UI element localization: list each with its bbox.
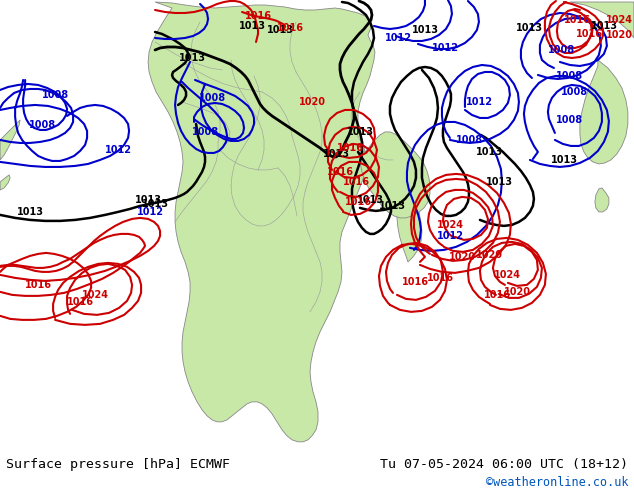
Text: 1012: 1012 [384, 33, 411, 43]
Text: Surface pressure [hPa] ECMWF: Surface pressure [hPa] ECMWF [6, 458, 230, 471]
Text: 1024: 1024 [495, 270, 521, 280]
Text: 1013: 1013 [266, 25, 294, 35]
Text: 1016: 1016 [25, 280, 51, 290]
Text: 1024: 1024 [82, 290, 108, 300]
Polygon shape [360, 132, 430, 218]
Text: 1016: 1016 [245, 11, 271, 21]
Polygon shape [148, 2, 375, 442]
Polygon shape [397, 185, 422, 262]
Text: 1012: 1012 [467, 97, 493, 107]
Text: 1016: 1016 [576, 29, 604, 39]
Polygon shape [0, 175, 10, 190]
Text: 1016: 1016 [337, 143, 363, 153]
Text: 1016: 1016 [484, 290, 512, 300]
Text: 1012: 1012 [105, 145, 132, 155]
Text: 1008: 1008 [557, 115, 583, 125]
Text: 1008: 1008 [29, 120, 56, 130]
Text: 1013: 1013 [16, 207, 44, 217]
Text: ©weatheronline.co.uk: ©weatheronline.co.uk [486, 476, 628, 489]
Polygon shape [0, 120, 20, 160]
Text: 1016: 1016 [564, 15, 592, 25]
Text: 1013: 1013 [378, 201, 406, 211]
Text: 1013: 1013 [141, 199, 169, 209]
Text: 1013: 1013 [179, 53, 205, 63]
Text: 1016: 1016 [342, 177, 370, 187]
Text: 1013: 1013 [517, 23, 543, 33]
Text: 1013: 1013 [592, 21, 618, 31]
Text: 1020: 1020 [606, 30, 633, 40]
Text: 1020: 1020 [299, 97, 325, 107]
Text: 1016: 1016 [427, 273, 453, 283]
Text: Tu 07-05-2024 06:00 UTC (18+12): Tu 07-05-2024 06:00 UTC (18+12) [380, 458, 628, 471]
Text: 1008: 1008 [548, 45, 576, 55]
Text: 1012: 1012 [136, 207, 164, 217]
Text: 1024: 1024 [606, 15, 633, 25]
Polygon shape [595, 188, 609, 212]
Text: 1008: 1008 [42, 90, 68, 100]
Text: 1013: 1013 [347, 127, 373, 137]
Text: 1012: 1012 [436, 231, 463, 241]
Text: 1013: 1013 [356, 195, 384, 205]
Text: 1013: 1013 [552, 155, 578, 165]
Text: 1020: 1020 [476, 250, 503, 260]
Text: 1020: 1020 [448, 252, 476, 262]
Polygon shape [570, 2, 634, 38]
Text: 1008: 1008 [191, 127, 219, 137]
Text: 1008: 1008 [561, 87, 588, 97]
Text: 1008: 1008 [456, 135, 484, 145]
Text: 1024: 1024 [436, 220, 463, 230]
Text: 1013: 1013 [134, 195, 162, 205]
Text: 1013: 1013 [411, 25, 439, 35]
Text: 1016: 1016 [276, 23, 304, 33]
Text: 1013: 1013 [476, 147, 503, 157]
Text: 1013: 1013 [486, 177, 514, 187]
Text: 1016: 1016 [401, 277, 429, 287]
Text: 1008: 1008 [198, 93, 226, 103]
Text: 1013: 1013 [323, 149, 349, 159]
Text: 1016: 1016 [67, 297, 94, 307]
Text: 1016: 1016 [344, 197, 372, 207]
Polygon shape [580, 60, 628, 164]
Text: 1008: 1008 [557, 71, 583, 81]
Text: 1012: 1012 [432, 43, 458, 53]
Text: 1016: 1016 [327, 167, 354, 177]
Text: 1020: 1020 [505, 287, 531, 297]
Text: 1013: 1013 [238, 21, 266, 31]
